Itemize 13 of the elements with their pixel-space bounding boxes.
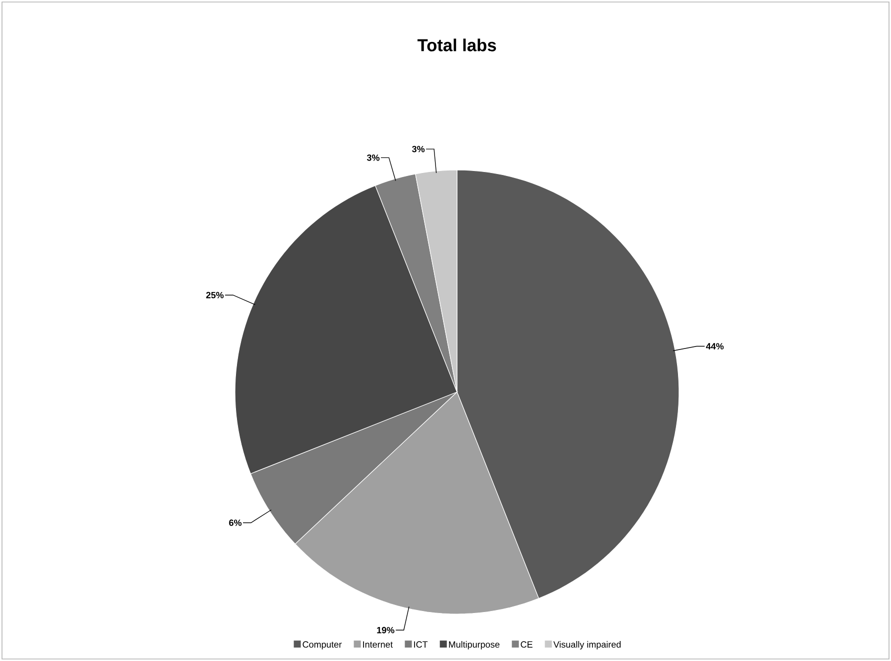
- data-label: 6%: [229, 520, 242, 526]
- legend-label: Visually impaired: [553, 641, 621, 650]
- data-label: 44%: [706, 343, 724, 350]
- chart-title: Total labs: [418, 38, 496, 52]
- data-label: 3%: [412, 146, 425, 152]
- data-label: 3%: [366, 154, 380, 161]
- legend-label: Internet: [363, 641, 393, 648]
- legend-label: ICT: [414, 641, 428, 648]
- data-label: 25%: [206, 292, 224, 298]
- legend-label: CE: [520, 641, 532, 648]
- legend-label: Computer: [302, 641, 342, 650]
- data-label: 19%: [377, 626, 394, 634]
- legend-label: Multipurpose: [449, 641, 500, 650]
